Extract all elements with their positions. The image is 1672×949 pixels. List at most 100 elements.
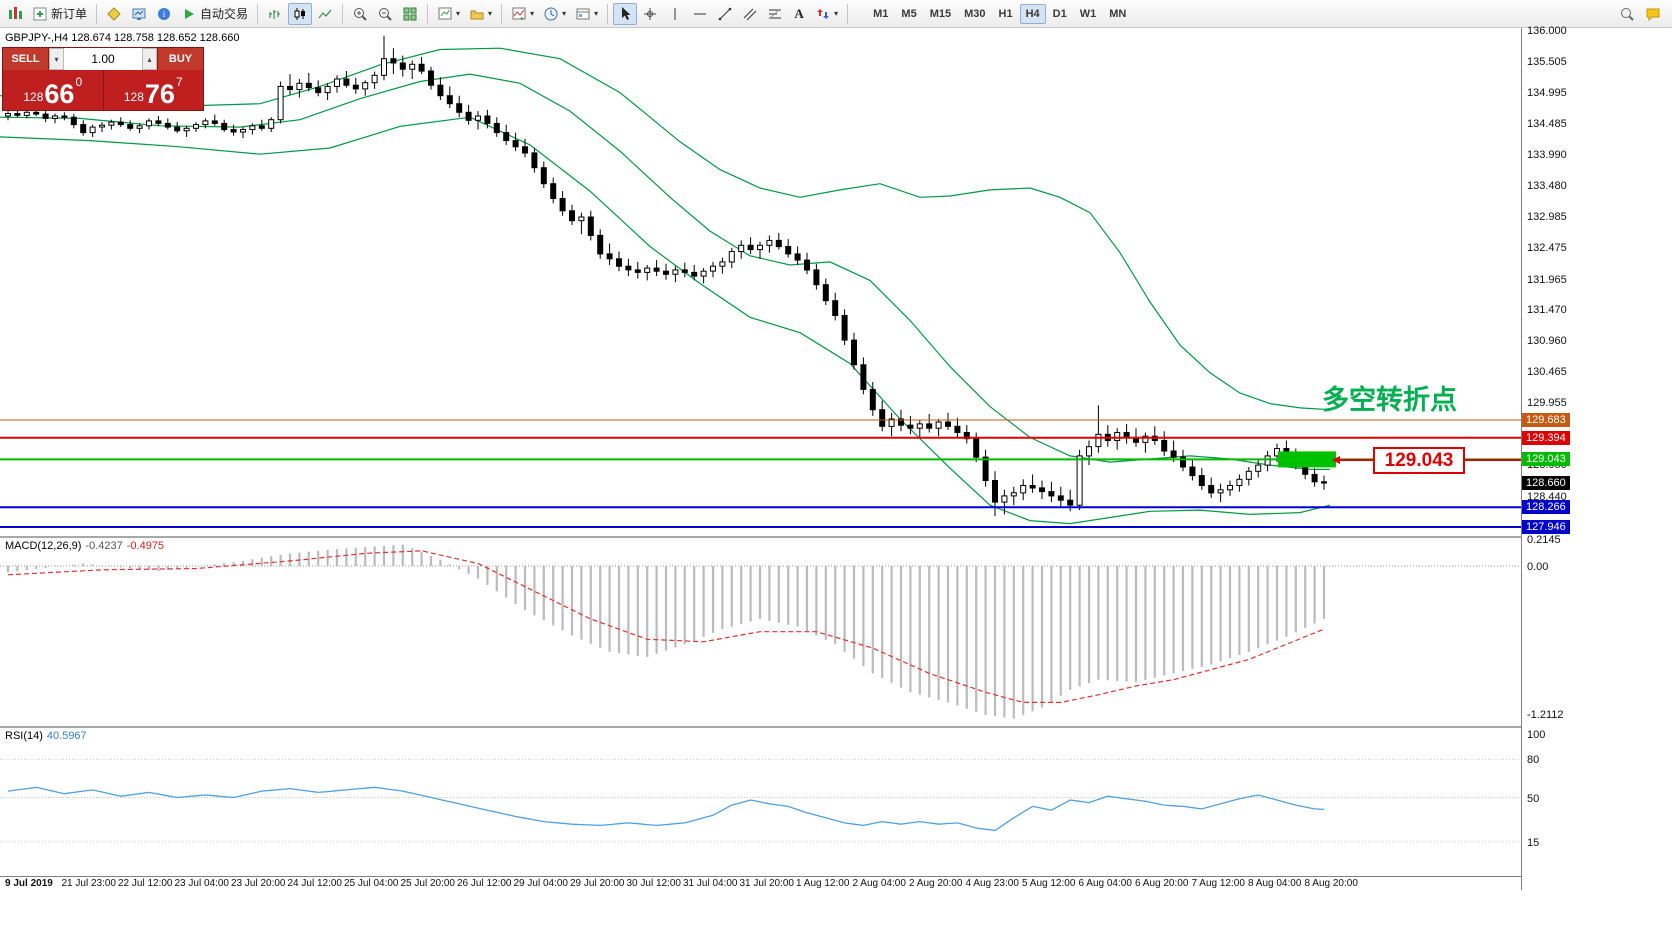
bull-candle — [324, 85, 331, 94]
periods-button[interactable]: ▾ — [539, 3, 570, 25]
buy-button[interactable]: BUY — [157, 48, 203, 70]
bull-candle — [916, 423, 923, 429]
bar-chart-button[interactable] — [263, 3, 287, 25]
bull-candle — [1020, 485, 1027, 494]
bear-candle — [869, 388, 876, 411]
bull-candle — [136, 125, 143, 129]
bear-candle — [33, 111, 40, 115]
bull-candle — [672, 269, 679, 275]
main-chart-panel[interactable]: GBPJPY-,H4 128.674 128.758 128.652 128.6… — [0, 28, 1521, 536]
price-scale[interactable]: 136.000 135.505 134.995 134.485 133.990 133.4… — [1521, 25, 1672, 890]
volume-input[interactable]: 1.00 — [91, 52, 115, 66]
highlight-box[interactable] — [1278, 451, 1336, 468]
rsi-chart — [0, 758, 1521, 843]
macd-signal-line — [7, 550, 1325, 703]
zoom-in-button[interactable] — [348, 3, 372, 25]
timeframe-m15-button[interactable]: M15 — [929, 7, 952, 20]
auto-trading-label: 自动交易 — [200, 7, 249, 21]
bollinger-lower-band — [0, 116, 1331, 525]
time-label: 8 Aug 04:00 — [1248, 878, 1302, 889]
bull-candle — [757, 244, 763, 251]
volume-increase-button[interactable]: ▴ — [142, 48, 157, 70]
bear-candle — [1039, 487, 1045, 493]
time-axis[interactable]: 9 Jul 2019 21 Jul 23:00 22 Jul 12:00 23 Jul… — [0, 877, 1521, 891]
macd-panel[interactable]: MACD(12,26,9) -0.4237 -0.4975 — [0, 538, 1521, 726]
chat-icon — [1646, 8, 1660, 21]
price-callout-label[interactable]: 129.043 — [1373, 447, 1465, 474]
line-chart-button[interactable] — [313, 3, 337, 25]
time-label: 24 Jul 12:00 — [287, 878, 343, 889]
channel-tool-button[interactable] — [738, 3, 762, 25]
bear-candle — [456, 103, 463, 113]
profiles-button[interactable]: ▾ — [465, 3, 496, 25]
timeframe-m5-button[interactable]: M5 — [901, 7, 917, 20]
bear-candle — [437, 84, 444, 97]
bear-candle — [822, 284, 829, 302]
bear-candle — [1208, 485, 1215, 494]
timeframe-h1-button[interactable]: H1 — [998, 7, 1013, 20]
macd-label: MACD(12,26,9) -0.4237 -0.4975 — [5, 540, 164, 552]
zoom-out-button[interactable] — [373, 3, 397, 25]
chart-window-icon — [132, 8, 146, 20]
chevron-down-icon: ▾ — [834, 8, 839, 18]
candlestick-chart[interactable] — [0, 28, 1521, 536]
panel-resize-handle[interactable] — [0, 536, 1672, 538]
chart-window-button[interactable] — [127, 3, 151, 25]
bear-candle — [794, 253, 801, 261]
vertical-line-tool-button[interactable] — [663, 3, 687, 25]
bear-candle — [785, 246, 792, 255]
candlestick-chart-button[interactable] — [288, 2, 313, 25]
bull-candle — [719, 261, 726, 267]
arrows-tool-button[interactable]: ▾ — [811, 3, 842, 25]
search-button[interactable] — [1615, 3, 1639, 25]
tile-windows-button[interactable] — [398, 3, 422, 25]
bear-candle — [70, 116, 77, 126]
bear-candle — [42, 113, 49, 119]
fibonacci-tool-button[interactable] — [763, 3, 787, 25]
indicators-button[interactable]: ▾ — [507, 3, 538, 25]
text-tool-button[interactable]: A — [788, 3, 810, 25]
horizontal-line-tool-button[interactable] — [688, 3, 712, 25]
templates-button[interactable]: ▾ — [571, 3, 602, 25]
bear-candle — [1321, 481, 1327, 484]
bull-candle — [1255, 464, 1262, 472]
crosshair-icon — [644, 7, 657, 20]
buy-price-digits: 76 — [144, 79, 175, 110]
time-label: 29 Jul 04:00 — [513, 878, 569, 889]
volume-decrease-button[interactable]: ▾ — [49, 48, 64, 70]
bear-candle — [258, 125, 265, 129]
market-watch-button[interactable] — [102, 3, 126, 25]
bull-candle — [578, 216, 585, 222]
new-order-button[interactable]: 新订单 — [28, 3, 91, 25]
time-label: 29 Jul 20:00 — [570, 878, 625, 889]
chart-annotation-text[interactable]: 多空转折点 — [1322, 385, 1457, 415]
new-chart-button[interactable]: ▾ — [433, 3, 464, 25]
bear-candle — [117, 121, 124, 126]
timeframe-d1-button[interactable]: D1 — [1052, 7, 1067, 20]
timeframe-h4-button[interactable]: H4 — [1019, 3, 1046, 24]
auto-trading-button[interactable]: 自动交易 — [177, 3, 252, 25]
market-watch-icon — [107, 6, 121, 21]
chat-button[interactable] — [1641, 3, 1665, 25]
info-button[interactable]: i — [152, 3, 176, 25]
bear-candle — [352, 84, 359, 90]
sell-price-display[interactable]: 128 66 0 — [3, 70, 104, 110]
bear-candle — [954, 425, 961, 433]
sell-button[interactable]: SELL — [3, 48, 49, 70]
bear-candle — [230, 129, 237, 133]
crosshair-tool-button[interactable] — [638, 3, 662, 25]
timeframe-m1-button[interactable]: M1 — [873, 7, 889, 20]
trendline-tool-button[interactable] — [713, 3, 737, 25]
macd-signal-value: -0.4975 — [126, 540, 165, 552]
buy-price-display[interactable]: 128 76 7 — [104, 70, 204, 110]
rsi-panel[interactable]: RSI(14) 40.5967 — [0, 728, 1521, 876]
timeframe-mn-button[interactable]: MN — [1109, 7, 1127, 20]
panel-resize-handle[interactable] — [0, 726, 1672, 728]
cursor-tool-button[interactable] — [613, 2, 638, 25]
current-price-tag: 128.660 — [1522, 476, 1570, 490]
clock-icon — [544, 7, 558, 20]
time-label: 8 Aug 20:00 — [1304, 878, 1358, 889]
timeframe-m30-button[interactable]: M30 — [964, 7, 986, 20]
timeframe-w1-button[interactable]: W1 — [1079, 7, 1097, 20]
